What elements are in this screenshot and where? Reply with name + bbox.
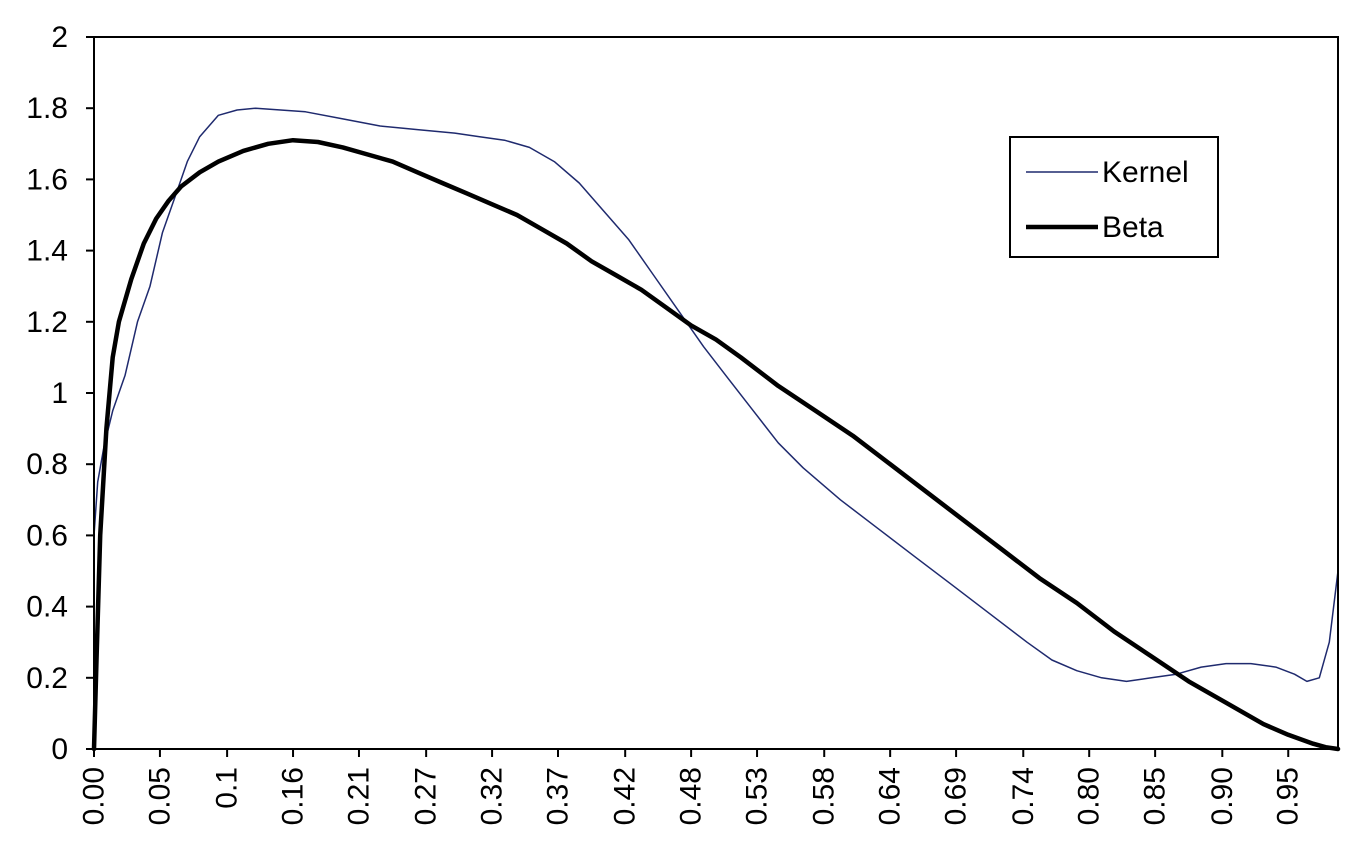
x-tick-label: 0.48 <box>675 767 708 825</box>
y-tick-label: 1.4 <box>26 235 68 268</box>
y-tick-label: 0.6 <box>26 519 68 552</box>
y-axis-ticks: 0 0.2 0.4 0.6 0.8 1 1.2 1.4 1.6 1.8 2 <box>26 21 94 766</box>
series-layer <box>91 107 1341 752</box>
x-tick-label: 0.16 <box>277 767 310 825</box>
x-axis-ticks: 0.00 0.05 0.1 0.16 0.21 0.27 0.32 0.37 0.42 0.48 0… <box>78 749 1305 825</box>
x-tick-label: 0.69 <box>940 767 973 825</box>
x-tick-label: 0.80 <box>1073 767 1106 825</box>
x-tick-label: 0.58 <box>808 767 841 825</box>
plot-area-border <box>93 36 1339 750</box>
legend-label-beta: Beta <box>1102 211 1164 244</box>
x-tick-label: 0.95 <box>1272 767 1305 825</box>
y-tick-label: 1.2 <box>26 306 68 339</box>
x-tick-label: 0.42 <box>609 767 642 825</box>
x-tick-label: 0.32 <box>476 767 509 825</box>
x-tick-label: 0.21 <box>342 767 375 825</box>
y-tick-label: 1.6 <box>26 163 68 196</box>
series-line-beta <box>91 137 1341 752</box>
x-tick-label: 0.64 <box>874 767 907 825</box>
x-tick-label: 0.00 <box>78 767 111 825</box>
x-tick-label: 0.85 <box>1139 767 1172 825</box>
x-tick-label: 0.90 <box>1206 767 1239 825</box>
x-tick-label: 0.1 <box>211 767 244 809</box>
y-tick-label: 0.2 <box>26 662 68 695</box>
y-tick-label: 0.4 <box>26 591 68 624</box>
y-tick-label: 0 <box>51 733 68 766</box>
x-tick-label: 0.05 <box>143 767 176 825</box>
x-tick-label: 0.74 <box>1007 767 1040 825</box>
y-tick-label: 1.8 <box>26 92 68 125</box>
y-tick-label: 2 <box>51 21 68 54</box>
x-tick-label: 0.53 <box>741 767 774 825</box>
series-beta <box>91 137 1341 752</box>
legend-label-kernel: Kernel <box>1102 156 1189 189</box>
y-tick-label: 0.8 <box>26 448 68 481</box>
legend-box <box>1009 136 1219 258</box>
legend: Kernel Beta <box>1009 136 1219 258</box>
y-tick-label: 1 <box>51 377 68 410</box>
x-tick-label: 0.37 <box>542 767 575 825</box>
x-tick-label: 0.27 <box>410 767 443 825</box>
